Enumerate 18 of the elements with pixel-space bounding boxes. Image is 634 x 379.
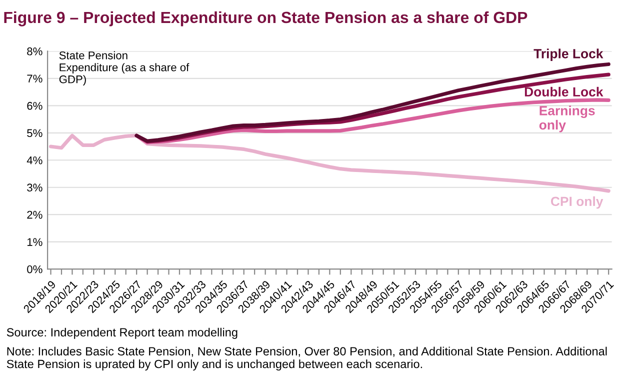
y-tick-label: 2% <box>27 210 42 219</box>
chart-title: Figure 9 – Projected Expenditure on State Pension as a share of GDP <box>4 11 528 26</box>
source-note: Source: Independent Report team modelling <box>6 328 238 339</box>
y-tick-label: 1% <box>27 238 42 246</box>
y-tick-label: 7% <box>27 74 42 82</box>
text: Note: Includes Basic State Pension, New State Pension, Over 80 Pension, and Additional State Pension. Additional State Pension is uprated by CPI only and is unchanged between each scenario. <box>6 346 607 371</box>
y-tick-label: 3% <box>27 184 42 192</box>
y-tick-label: 6% <box>27 102 42 110</box>
series-label: Earnings only <box>539 106 595 132</box>
series-label: Double Lock <box>524 86 604 97</box>
y-axis-title: State Pension Expenditure (as a share of GDP) <box>59 51 190 86</box>
y-tick-label: 4% <box>26 156 42 164</box>
y-tick-label: 5% <box>27 129 42 138</box>
y-tick-label: 8% <box>27 47 42 56</box>
series-label: Triple Lock <box>534 48 604 61</box>
y-tick-label: 0% <box>27 265 42 274</box>
line-series <box>48 134 610 193</box>
series-label: CPI only <box>550 196 604 209</box>
